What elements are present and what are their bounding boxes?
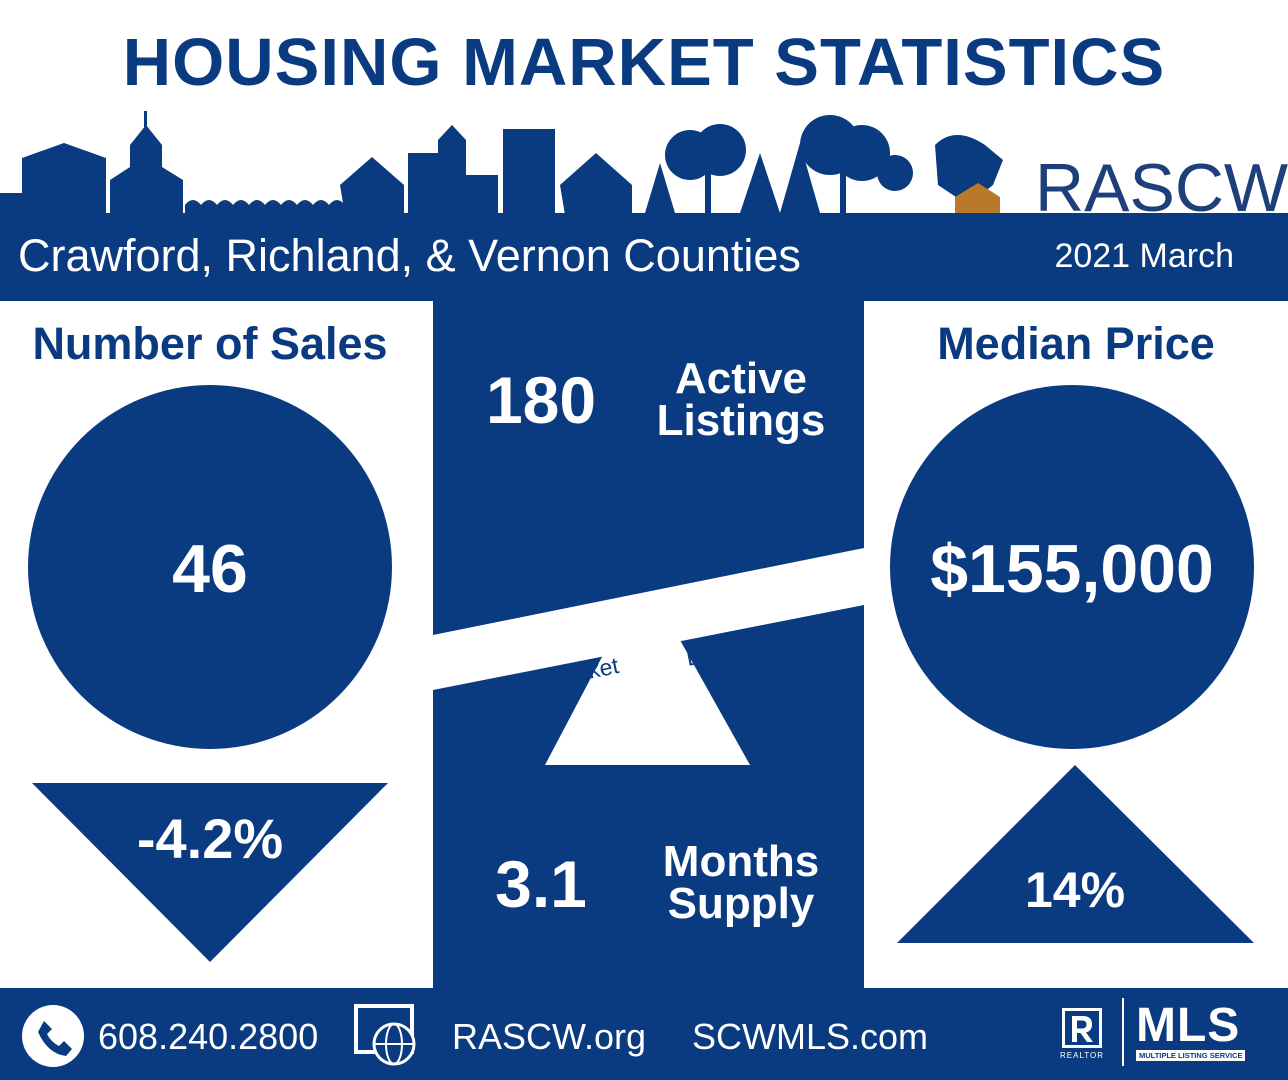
sales-heading: Number of Sales <box>32 318 388 369</box>
fulcrum-triangle <box>545 640 750 765</box>
report-date: 2021 March <box>1054 237 1234 275</box>
region-name: Crawford, Richland, & Vernon Counties <box>18 230 801 281</box>
tree-icon <box>877 155 913 191</box>
footer: 608.240.2800 RASCW.org SCWMLS.com REALTO… <box>0 988 1288 1080</box>
phone-icon <box>22 1005 84 1067</box>
church-cross-icon <box>144 111 147 127</box>
divider <box>1122 998 1124 1066</box>
tower-icon <box>503 129 555 215</box>
sales-graphic: 46 -4.2% <box>28 385 392 962</box>
rascw-logo: RASCW <box>1035 150 1288 215</box>
pine-tree-icon <box>740 153 780 213</box>
building-icon <box>408 125 498 215</box>
tree-icon <box>694 124 746 176</box>
seesaw-scale <box>433 548 864 690</box>
pine-tree-icon <box>645 163 675 213</box>
price-heading: Median Price <box>937 318 1215 369</box>
price-circle <box>890 385 1254 749</box>
months-supply-label-2: Supply <box>668 879 815 928</box>
price-change: 14% <box>1025 862 1125 918</box>
active-listings-label: Active <box>675 354 807 403</box>
pine-tree-icon <box>780 143 820 213</box>
sales-change: -4.2% <box>137 807 283 870</box>
down-arrow-icon <box>32 783 388 962</box>
price-graphic: $155,000 14% <box>890 385 1254 943</box>
water-icon <box>185 200 345 215</box>
school-icon <box>22 143 106 215</box>
rascw-link[interactable]: RASCW.org <box>452 1016 647 1057</box>
tree-icon <box>834 125 890 181</box>
scwmls-link[interactable]: SCWMLS.com <box>692 1016 929 1057</box>
skyline-illustration: RASCW <box>0 111 1288 215</box>
tree-trunk-icon <box>840 165 846 215</box>
phone-number[interactable]: 608.240.2800 <box>98 1016 319 1057</box>
price-value: $155,000 <box>930 531 1214 607</box>
house-icon <box>560 153 632 215</box>
wisconsin-map-icon <box>935 135 1003 205</box>
sales-circle <box>28 385 392 749</box>
sales-value: 46 <box>172 531 248 607</box>
church-icon <box>110 125 183 215</box>
page-title: HOUSING MARKET STATISTICS <box>122 25 1166 100</box>
home-icon <box>955 183 1000 215</box>
months-supply-label: Months <box>663 837 819 886</box>
realtor-r-icon <box>1062 1008 1102 1048</box>
house-icon <box>340 157 404 215</box>
active-listings-value: 180 <box>486 363 596 437</box>
region-banner: Crawford, Richland, & Vernon Counties 20… <box>0 213 1288 301</box>
realtor-label: REALTOR <box>1060 1051 1105 1060</box>
mls-subtitle: MULTIPLE LISTING SERVICE <box>1136 1050 1246 1061</box>
tree-trunk-icon <box>705 165 711 215</box>
market-panel: 180 Active Listings 0-4 Months Sellers M… <box>433 300 864 990</box>
active-listings-label-2: Listings <box>657 396 826 445</box>
months-supply-value: 3.1 <box>495 847 587 921</box>
building-icon <box>0 193 22 215</box>
web-globe-icon <box>354 1004 416 1066</box>
up-arrow-icon <box>897 765 1254 943</box>
mls-logo: MLS <box>1136 999 1241 1052</box>
